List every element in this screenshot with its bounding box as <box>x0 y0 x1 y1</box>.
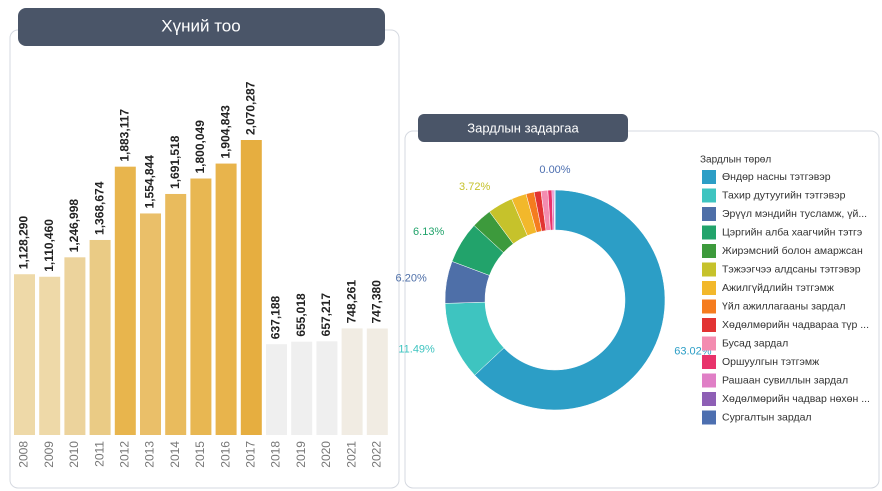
value-label: 1,110,460 <box>42 219 56 272</box>
legend-label: Тахир дутуугийн тэтгэвэр <box>722 189 846 201</box>
legend-swatch <box>702 170 716 184</box>
bar <box>366 328 388 435</box>
legend-label: Бусад зардал <box>722 337 788 349</box>
x-tick-label: 2014 <box>168 441 182 468</box>
legend-swatch <box>702 373 716 388</box>
bar <box>14 274 35 435</box>
value-label: 655,018 <box>294 293 308 337</box>
bar <box>114 166 136 435</box>
x-tick-label: 2017 <box>243 441 257 468</box>
bar <box>140 213 161 435</box>
legend-swatch <box>702 262 716 277</box>
legend-label: Үйл ажиллагааны зардал <box>722 300 845 312</box>
legend-label: Хөдөлмөрийн чадвараа түр ... <box>722 319 869 331</box>
legend-swatch <box>702 225 716 240</box>
value-label: 748,261 <box>344 280 358 324</box>
bar <box>240 140 262 435</box>
bar <box>215 163 237 435</box>
x-tick-label: 2015 <box>193 441 207 468</box>
donut-slice <box>474 189 666 411</box>
legend-swatch <box>702 410 716 425</box>
title-banner <box>418 114 628 142</box>
value-label: 1,904,843 <box>218 105 232 159</box>
x-tick-label: 2012 <box>117 441 131 468</box>
legend-swatch <box>702 188 716 203</box>
bar <box>266 344 287 435</box>
value-label: 747,380 <box>369 280 383 324</box>
legend-swatch <box>702 336 716 351</box>
x-tick-label: 2020 <box>319 441 333 468</box>
legend-label: Ажилгүйдлийн тэтгэмж <box>722 282 834 294</box>
legend-label: Оршуулгын тэтгэмж <box>722 356 819 368</box>
data-label: 6.13% <box>413 226 444 238</box>
bar <box>316 341 338 435</box>
legend-label: Цэргийн алба хаагчийн тэтгэ <box>722 226 862 238</box>
legend-swatch <box>702 355 716 369</box>
value-label: 2,070,287 <box>243 81 257 135</box>
value-label: 657,217 <box>319 293 333 337</box>
value-label: 1,368,674 <box>92 181 106 235</box>
legend-label: Рашаан сувиллын зардал <box>722 374 848 386</box>
chart-title: Зардлын задаргаа <box>467 120 579 135</box>
data-label: 6.20% <box>396 273 427 285</box>
legend-swatch <box>702 299 716 314</box>
bar <box>341 328 363 435</box>
data-label: 11.49% <box>398 344 435 356</box>
data-label: 3.72% <box>459 181 490 193</box>
legend-label: Тэжээгчээ алдсаны тэтгэвэр <box>722 263 861 275</box>
x-tick-label: 2021 <box>344 441 358 468</box>
value-label: 1,883,117 <box>117 109 131 162</box>
legend-swatch <box>702 318 716 332</box>
chart-title: Хүний тоо <box>161 16 240 35</box>
x-tick-label: 2008 <box>17 441 31 468</box>
title-banner <box>18 8 385 46</box>
legend-label: Жирэмсний болон амаржсан <box>722 245 863 257</box>
bar <box>291 341 313 435</box>
x-tick-label: 2010 <box>67 441 81 468</box>
value-label: 1,691,518 <box>168 135 182 189</box>
legend-label: Сургалтын зардал <box>722 411 812 423</box>
x-tick-label: 2011 <box>92 441 106 467</box>
value-label: 1,800,049 <box>193 120 207 174</box>
data-label: 0.00% <box>539 164 570 176</box>
bar <box>64 257 86 435</box>
bar <box>89 239 111 435</box>
legend-label: Эрүүл мэндийн тусламж, үй... <box>722 208 867 220</box>
value-label: 1,246,998 <box>67 199 81 253</box>
x-tick-label: 2022 <box>369 441 383 468</box>
legend-title: Зардлын төрөл <box>700 155 771 166</box>
legend-swatch <box>702 207 716 221</box>
legend-label: Хөдөлмөрийн чадвар нөхөн ... <box>722 393 870 405</box>
legend-swatch <box>702 244 716 258</box>
bar <box>39 276 61 435</box>
x-tick-label: 2019 <box>294 441 308 468</box>
legend-label: Өндөр насны тэтгэвэр <box>722 171 831 183</box>
x-tick-label: 2009 <box>42 441 56 468</box>
x-tick-label: 2018 <box>269 441 283 468</box>
bar <box>165 193 187 435</box>
bar <box>190 178 212 435</box>
legend-swatch <box>702 281 716 295</box>
x-tick-label: 2016 <box>218 441 232 468</box>
value-label: 1,554,844 <box>143 155 157 209</box>
legend-swatch <box>702 392 716 406</box>
value-label: 637,188 <box>269 296 283 340</box>
x-tick-label: 2013 <box>143 441 157 468</box>
value-label: 1,128,290 <box>17 216 31 270</box>
